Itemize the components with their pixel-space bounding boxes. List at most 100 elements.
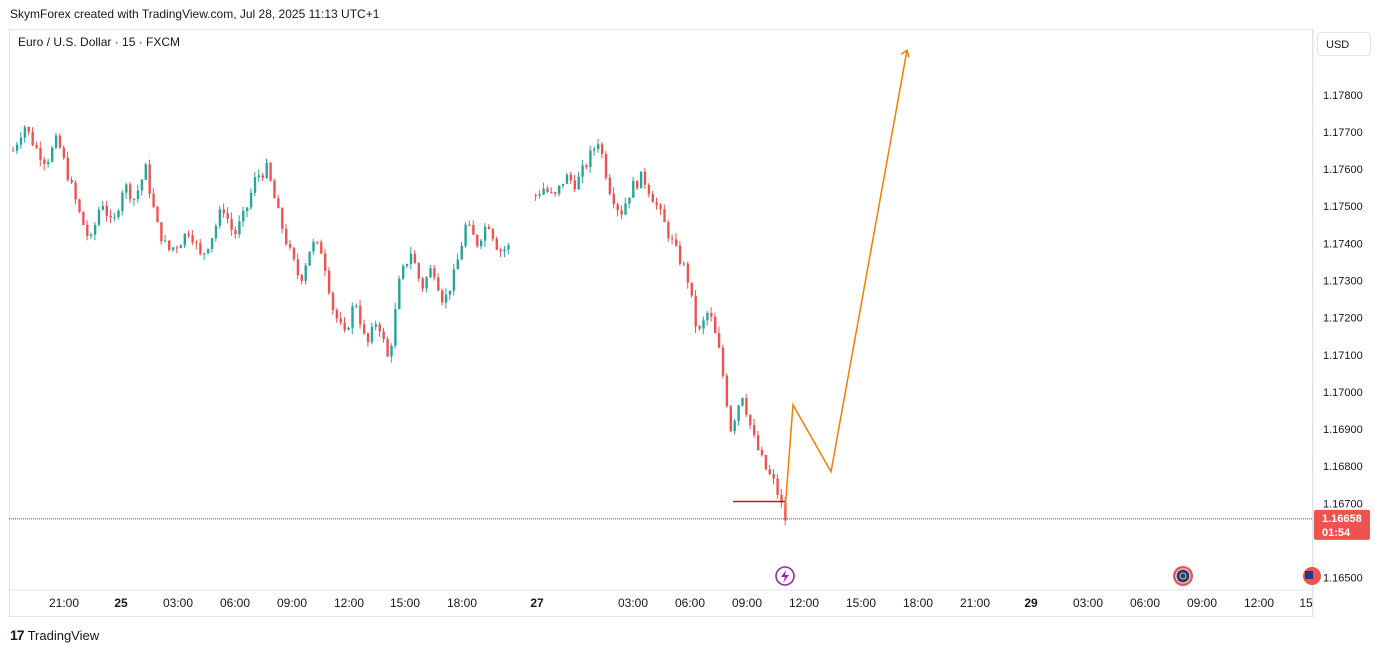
candle-body [136, 190, 140, 199]
candle-body [374, 324, 378, 327]
candle-body [242, 210, 245, 222]
candle-body [659, 205, 662, 210]
candle-body [499, 249, 502, 252]
candle-body [608, 177, 612, 194]
candle-body [776, 478, 779, 495]
candle-body [725, 375, 729, 407]
candle-body [343, 322, 346, 330]
time-tick-label: 06:00 [675, 596, 705, 610]
symbol-title[interactable]: Euro / U.S. Dollar · 15 · FXCM [18, 35, 181, 49]
candle-body [441, 290, 444, 303]
price-tick-label: 1.17000 [1323, 387, 1363, 399]
candle-body [370, 326, 374, 343]
time-tick-label: 06:00 [220, 596, 250, 610]
candle-body [386, 339, 389, 357]
tradingview-footer[interactable]: 17 TradingView [10, 627, 99, 643]
candle-body [203, 253, 206, 255]
candle-body [238, 221, 241, 235]
candle-body [43, 159, 46, 165]
candle-body [702, 320, 705, 329]
candle-body [534, 195, 537, 197]
candle-body [363, 324, 366, 334]
candle-body [273, 180, 276, 199]
candle-body [132, 198, 136, 200]
time-tick-label: 21:00 [960, 596, 990, 610]
candle-body [682, 263, 686, 265]
candle-body [546, 188, 549, 193]
time-tick-label: 15 [1299, 596, 1313, 610]
candle-body [156, 206, 159, 223]
tradingview-brand: TradingView [27, 627, 100, 643]
time-tick-label: 12:00 [334, 596, 364, 610]
economic-event-icon[interactable] [1173, 566, 1193, 586]
candle-body [729, 406, 732, 432]
candle-body [565, 174, 569, 184]
candle-body [261, 175, 264, 178]
candle-body [558, 185, 561, 194]
event-markers[interactable] [775, 566, 1321, 586]
candle-body [214, 225, 218, 239]
candle-body [678, 245, 682, 264]
candle-body [495, 238, 498, 250]
candle-body [285, 228, 288, 244]
candle-body [191, 235, 194, 243]
candle-body [82, 211, 85, 225]
candle-body [452, 269, 456, 291]
candle-body [569, 174, 573, 181]
candle-body [476, 234, 479, 247]
candle-body [491, 229, 495, 239]
candle-body [780, 494, 783, 503]
time-tick-label: 25 [114, 596, 128, 610]
candle-body [456, 259, 459, 270]
candle-body [585, 165, 588, 168]
time-tick-label: 09:00 [277, 596, 307, 610]
candle-body [753, 425, 756, 436]
candle-body [316, 241, 319, 243]
candle-body [745, 398, 748, 415]
candle-body [667, 222, 670, 239]
candle-body [300, 275, 303, 281]
lightning-event-icon[interactable] [775, 566, 795, 586]
candle-body [741, 398, 744, 406]
candle-body [226, 213, 229, 219]
tradingview-logo: 17 [10, 627, 25, 643]
candle-body [121, 192, 124, 211]
last-price-tag: 1.16658 01:54 [1314, 509, 1370, 540]
candle-body [636, 181, 639, 189]
time-tick-label: 27 [530, 596, 544, 610]
candle-body [78, 199, 81, 212]
candle-body [425, 277, 428, 289]
candle-body [460, 245, 463, 260]
candle-body [324, 253, 327, 271]
projection-path[interactable] [784, 50, 908, 511]
candle-body [468, 224, 471, 226]
flag-event-icon[interactable] [1303, 567, 1321, 585]
candle-body [93, 224, 97, 235]
currency-button[interactable]: USD [1317, 32, 1371, 56]
candle-body [554, 192, 557, 194]
candle-body [639, 171, 643, 189]
candle-body [643, 171, 647, 185]
candle-body [717, 333, 721, 348]
candle-body [366, 333, 370, 343]
candle-body [784, 502, 787, 521]
candle-body [690, 282, 693, 296]
price-tick-label: 1.17200 [1323, 313, 1363, 325]
candle-body [160, 222, 163, 242]
candle-body [27, 127, 30, 132]
candle-body [19, 137, 23, 145]
candle-body [39, 147, 42, 160]
candle-body [589, 150, 592, 168]
candle-body [249, 192, 253, 208]
candle-body [402, 266, 405, 279]
candle-body [651, 194, 654, 203]
price-tick-label: 1.17600 [1323, 164, 1363, 176]
candle-body [503, 249, 506, 252]
price-axis[interactable]: 1.17800 1.17700 1.17600 1.17500 1.17400 1.173… [1323, 90, 1363, 585]
candle-body [483, 226, 487, 241]
time-axis[interactable]: 21:00 25 03:00 06:00 09:00 12:00 15:00 18:00 27 0… [49, 596, 1313, 610]
candle-body [600, 144, 604, 155]
candle-body [624, 203, 627, 215]
candle-body [710, 312, 713, 317]
